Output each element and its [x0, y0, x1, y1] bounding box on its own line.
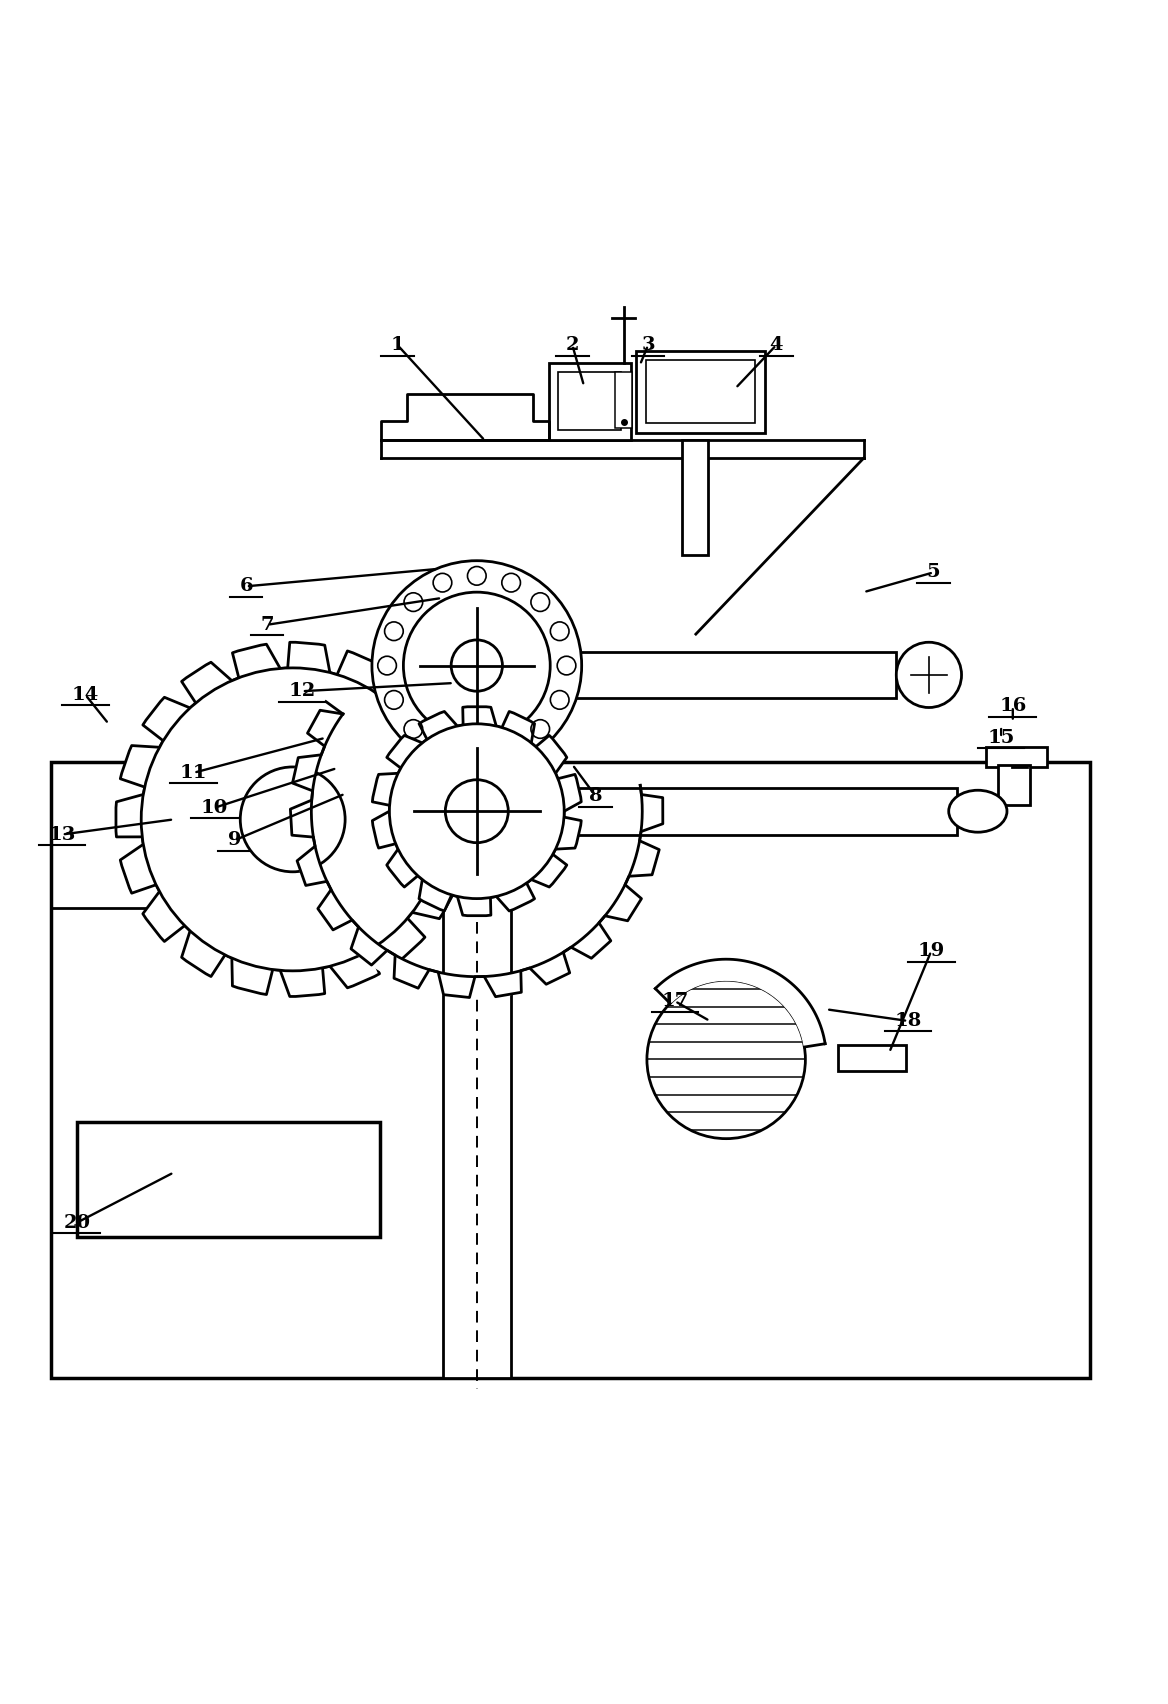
Circle shape	[141, 668, 444, 971]
Text: 5: 5	[926, 564, 940, 581]
Text: 19: 19	[918, 942, 945, 959]
Polygon shape	[373, 707, 582, 915]
Text: 7: 7	[260, 615, 273, 634]
Circle shape	[531, 593, 550, 612]
Circle shape	[404, 719, 423, 738]
Circle shape	[241, 767, 345, 872]
Polygon shape	[116, 642, 470, 997]
Circle shape	[531, 719, 550, 738]
Bar	[77, 1123, 380, 1237]
Circle shape	[384, 622, 403, 641]
Circle shape	[467, 746, 486, 765]
Polygon shape	[655, 959, 825, 1046]
Text: 1: 1	[390, 336, 404, 354]
Circle shape	[371, 561, 582, 770]
Circle shape	[502, 740, 521, 758]
Bar	[51, 762, 430, 908]
Text: 20: 20	[63, 1213, 91, 1232]
Text: 17: 17	[661, 992, 688, 1010]
Circle shape	[433, 740, 452, 758]
Text: 8: 8	[589, 787, 603, 804]
Circle shape	[404, 593, 423, 612]
Circle shape	[445, 780, 508, 843]
Text: 3: 3	[641, 336, 655, 354]
Bar	[508, 787, 957, 835]
Bar	[997, 765, 1030, 806]
Bar	[637, 351, 765, 433]
Ellipse shape	[948, 791, 1007, 832]
Circle shape	[389, 724, 564, 898]
Bar	[549, 363, 631, 440]
Text: 9: 9	[228, 832, 241, 849]
Text: 11: 11	[180, 763, 208, 782]
Text: 15: 15	[987, 729, 1015, 746]
Text: 14: 14	[71, 685, 99, 704]
Circle shape	[550, 622, 569, 641]
Bar	[646, 360, 756, 423]
Circle shape	[647, 980, 806, 1138]
Circle shape	[377, 656, 396, 675]
Circle shape	[467, 566, 486, 584]
Polygon shape	[381, 394, 549, 440]
Bar	[576, 651, 896, 699]
Circle shape	[557, 656, 576, 675]
Circle shape	[384, 690, 403, 709]
Text: 16: 16	[999, 697, 1027, 716]
Polygon shape	[291, 702, 663, 997]
Circle shape	[502, 573, 521, 591]
Bar	[558, 371, 621, 429]
Text: 10: 10	[201, 799, 228, 816]
Circle shape	[403, 593, 550, 740]
Text: 6: 6	[239, 578, 253, 595]
Text: 13: 13	[48, 825, 76, 843]
Text: 18: 18	[895, 1012, 922, 1029]
Text: 2: 2	[565, 336, 579, 354]
Bar	[51, 762, 1090, 1377]
Bar	[616, 371, 632, 428]
Circle shape	[550, 690, 569, 709]
Bar	[986, 746, 1047, 767]
Text: 4: 4	[770, 336, 783, 354]
Text: 12: 12	[288, 682, 315, 700]
Circle shape	[896, 642, 961, 707]
Bar	[443, 666, 510, 1377]
Circle shape	[433, 573, 452, 591]
Circle shape	[451, 641, 502, 692]
Bar	[837, 1046, 905, 1072]
Bar	[682, 440, 708, 556]
